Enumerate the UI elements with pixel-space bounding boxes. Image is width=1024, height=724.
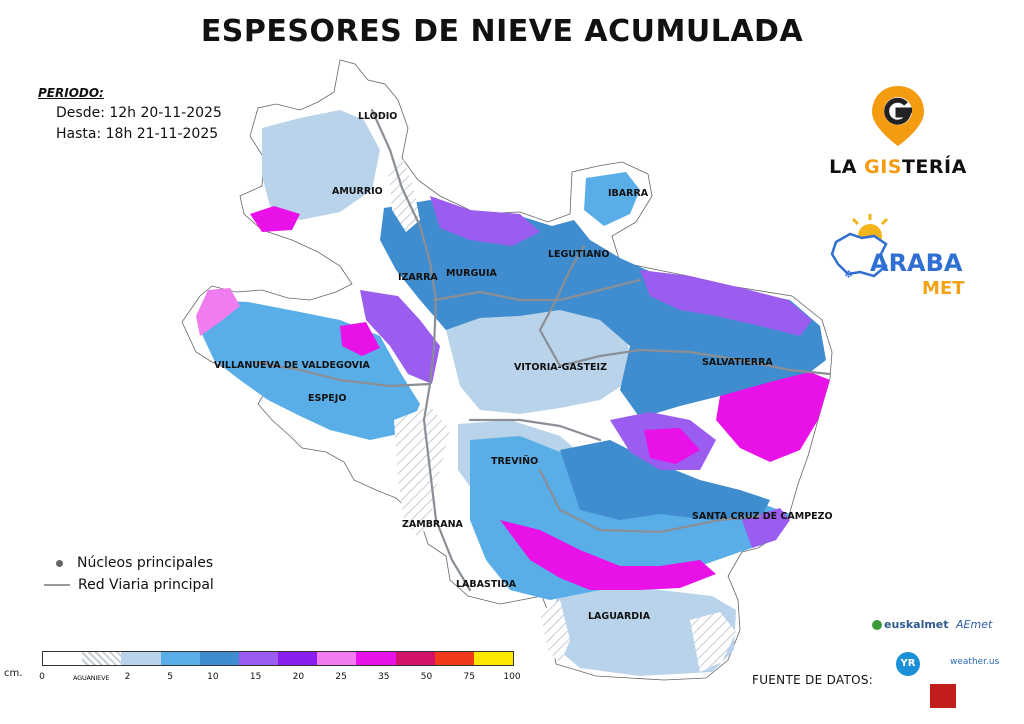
- legend-roads: Red Viaria principal: [44, 574, 214, 596]
- svg-text:ARABA: ARABA: [870, 249, 963, 277]
- weather-us-logo: weather.us: [950, 657, 1000, 667]
- town-llodio: LLODIO: [358, 111, 397, 122]
- sources-label: FUENTE DE DATOS:: [752, 673, 874, 687]
- scale-tick: AGUANIEVE: [73, 674, 110, 682]
- scale-tick: 50: [420, 672, 433, 682]
- scale-swatch: [43, 652, 83, 665]
- scale-swatch: [82, 652, 122, 665]
- scale-swatch: [473, 652, 514, 665]
- town-salvatierra: SALVATIERRA: [702, 357, 773, 368]
- period-from: Desde: 12h 20-11-2025: [56, 105, 222, 121]
- pin-icon: [872, 86, 924, 146]
- map-title: ESPESORES DE NIEVE ACUMULADA: [200, 14, 804, 49]
- aemet-logo: AEmet: [956, 618, 993, 631]
- scale-swatch: [238, 652, 279, 665]
- town-amurrio: AMURRIO: [332, 186, 383, 197]
- town-ibarra: IBARRA: [608, 188, 649, 199]
- scale-tick: 0: [39, 672, 45, 682]
- scale-tick: 20: [292, 672, 305, 682]
- town-izarra: IZARRA: [398, 272, 438, 283]
- map-legend: Núcleos principales Red Viaria principal: [44, 552, 214, 596]
- scale-swatch: [160, 652, 200, 665]
- town-labels: LLODIO AMURRIO IBARRA LEGUTIANO IZARRA M…: [214, 111, 833, 622]
- town-dot-icon: [56, 559, 63, 567]
- gisteria-logo: LA GISTERÍA: [828, 84, 968, 178]
- scale-tick: 2: [124, 672, 131, 682]
- legend-nucleos-label: Núcleos principales: [77, 555, 214, 571]
- euskalmet-logo: euskalmet: [872, 618, 949, 631]
- scale-swatch: [317, 652, 357, 665]
- scale-swatch: [395, 652, 435, 665]
- scale-tick: 35: [378, 672, 390, 682]
- town-trevino: TREVIÑO: [491, 456, 538, 467]
- scale-tick: 15: [249, 672, 262, 682]
- scale-swatch: [278, 652, 318, 665]
- period-box: PERIODO: Desde: 12h 20-11-2025 Hasta: 18…: [38, 86, 222, 142]
- town-labastida: LABASTIDA: [456, 579, 517, 590]
- color-scale-bar: [42, 651, 514, 666]
- yr-logo: YR: [896, 652, 920, 676]
- town-santa-cruz: SANTA CRUZ DE CAMPEZO: [692, 511, 833, 522]
- scale-tick: 10: [207, 672, 219, 682]
- university-logo: [930, 684, 956, 708]
- period-to: Hasta: 18h 21-11-2025: [56, 126, 219, 142]
- scale-tick: 25: [335, 672, 347, 682]
- color-scale: [42, 651, 514, 666]
- scale-swatch: [199, 652, 239, 665]
- svg-text:❄: ❄: [844, 268, 853, 281]
- svg-text:MET: MET: [922, 278, 965, 299]
- town-villanueva: VILLANUEVA DE VALDEGOVIA: [214, 360, 371, 371]
- arabamet-logo: ❄ ARABA MET: [830, 214, 980, 304]
- scale-tick: 75: [463, 672, 475, 682]
- road-line-icon: [44, 584, 70, 586]
- town-vitoria: VITORIA-GASTEIZ: [514, 362, 607, 373]
- road-network: [252, 108, 832, 592]
- scale-swatch: [356, 652, 396, 665]
- scale-swatch: [121, 652, 161, 665]
- scale-unit: cm.: [4, 668, 23, 679]
- scale-swatch: [434, 652, 474, 665]
- scale-tick: 100: [503, 672, 521, 682]
- town-legutiano: LEGUTIANO: [548, 249, 609, 260]
- town-zambrana: ZAMBRANA: [402, 519, 464, 530]
- scale-tick: 5: [167, 672, 174, 682]
- town-murguia: MURGUIA: [446, 268, 498, 279]
- town-laguardia: LAGUARDIA: [588, 611, 651, 622]
- legend-nucleos: Núcleos principales: [44, 552, 214, 574]
- period-label: PERIODO:: [38, 86, 104, 100]
- gisteria-brand: LA GISTERÍA: [829, 156, 967, 178]
- legend-roads-label: Red Viaria principal: [78, 577, 214, 593]
- town-espejo: ESPEJO: [308, 393, 346, 404]
- globe-icon: [872, 620, 882, 630]
